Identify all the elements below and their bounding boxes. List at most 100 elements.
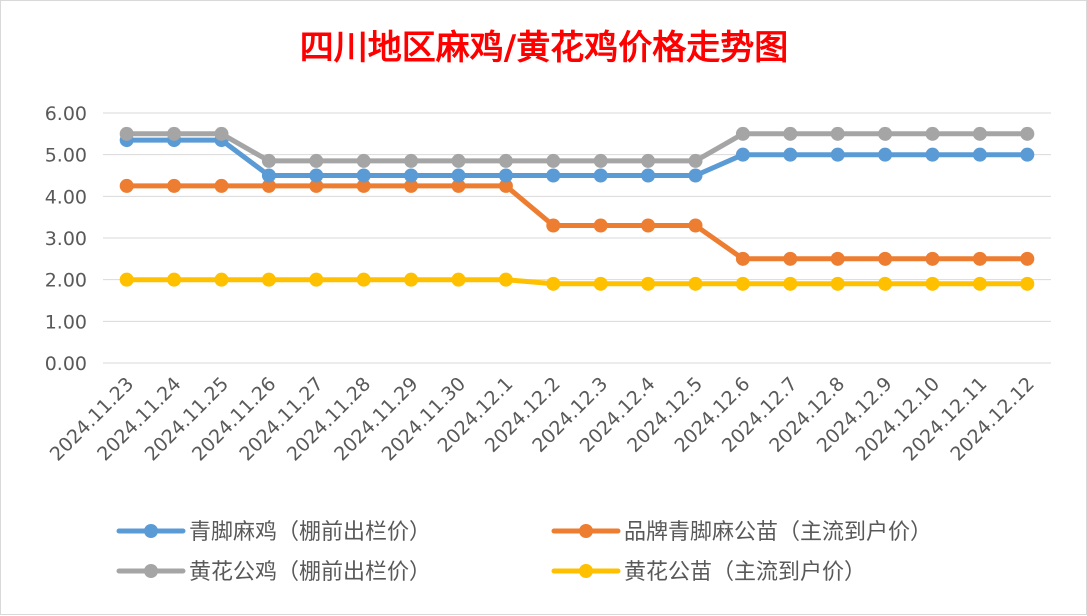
data-point (830, 147, 845, 162)
legend-marker (144, 564, 158, 578)
data-point (261, 153, 276, 168)
data-point (404, 178, 419, 193)
legend-marker (579, 564, 593, 578)
data-point (404, 168, 419, 183)
data-point (119, 178, 134, 193)
data-point (783, 251, 798, 266)
y-tick-label: 1.00 (45, 311, 87, 333)
legend-item: 黄花公鸡（棚前出栏价） (116, 560, 431, 585)
data-point (309, 168, 324, 183)
data-point (498, 153, 513, 168)
data-point (925, 276, 940, 291)
data-point (641, 153, 656, 168)
series-3 (119, 272, 1035, 291)
data-point (1020, 126, 1035, 141)
y-axis-ticks: 0.00 1.00 2.00 3.00 4.00 5.00 6.00 (45, 103, 87, 375)
data-point (641, 168, 656, 183)
data-point (451, 178, 466, 193)
legend-marker (579, 524, 593, 538)
legend-label: 黄花公鸡（棚前出栏价） (189, 560, 431, 585)
data-point (261, 178, 276, 193)
data-point (830, 276, 845, 291)
data-point (688, 276, 703, 291)
data-point (783, 147, 798, 162)
y-tick-label: 5.00 (45, 145, 87, 167)
data-point (688, 153, 703, 168)
data-point (356, 272, 371, 287)
data-point (356, 178, 371, 193)
data-point (735, 276, 750, 291)
data-point (498, 178, 513, 193)
data-point (261, 168, 276, 183)
data-point (641, 276, 656, 291)
data-point (451, 153, 466, 168)
data-point (309, 272, 324, 287)
series-line (124, 137, 1030, 178)
legend-label: 品牌青脚麻公苗（主流到户价） (624, 520, 932, 545)
data-point (783, 126, 798, 141)
legend-item: 黄花公苗（主流到户价） (551, 560, 866, 585)
series-line (124, 131, 1030, 164)
data-point (972, 276, 987, 291)
data-point (688, 218, 703, 233)
data-point (546, 168, 561, 183)
data-point (356, 153, 371, 168)
gridlines (103, 112, 1051, 364)
data-point (1020, 276, 1035, 291)
data-point (593, 153, 608, 168)
data-point (878, 276, 893, 291)
data-point (214, 178, 229, 193)
data-point (735, 147, 750, 162)
data-point (546, 218, 561, 233)
data-point (261, 272, 276, 287)
legend-item: 青脚麻鸡（棚前出栏价） (116, 520, 431, 545)
data-point (878, 126, 893, 141)
data-point (925, 251, 940, 266)
legend-label: 青脚麻鸡（棚前出栏价） (189, 520, 431, 545)
data-point (735, 251, 750, 266)
series-2 (119, 126, 1035, 168)
data-point (451, 168, 466, 183)
y-tick-label: 4.00 (45, 186, 87, 208)
data-point (925, 147, 940, 162)
data-point (972, 251, 987, 266)
data-point (498, 168, 513, 183)
data-point (783, 276, 798, 291)
data-point (119, 126, 134, 141)
legend: 青脚麻鸡（棚前出栏价） 品牌青脚麻公苗（主流到户价） 黄花公鸡（棚前出栏价） 黄花公苗… (116, 520, 932, 585)
data-point (167, 272, 182, 287)
data-point (735, 126, 750, 141)
y-tick-label: 3.00 (45, 228, 87, 250)
data-point (546, 153, 561, 168)
series-line (124, 277, 1030, 287)
data-point (214, 272, 229, 287)
y-tick-label: 2.00 (45, 270, 87, 292)
data-point (546, 276, 561, 291)
data-point (641, 218, 656, 233)
x-axis-ticks: 2024.11.232024.11.242024.11.252024.11.26… (46, 373, 1039, 465)
data-point (404, 272, 419, 287)
data-point (830, 126, 845, 141)
data-point (167, 126, 182, 141)
data-point (925, 126, 940, 141)
data-point (404, 153, 419, 168)
legend-item: 品牌青脚麻公苗（主流到户价） (551, 520, 932, 545)
data-point (1020, 147, 1035, 162)
data-point (593, 276, 608, 291)
data-point (119, 272, 134, 287)
data-point (356, 168, 371, 183)
y-tick-label: 6.00 (45, 103, 87, 125)
data-point (593, 218, 608, 233)
legend-marker (144, 524, 158, 538)
data-point (167, 178, 182, 193)
data-point (878, 251, 893, 266)
series-1 (119, 178, 1035, 266)
data-point (309, 178, 324, 193)
data-point (830, 251, 845, 266)
chart-title: 四川地区麻鸡/黄花鸡价格走势图 (300, 28, 788, 68)
data-point (309, 153, 324, 168)
data-point (498, 272, 513, 287)
data-point (878, 147, 893, 162)
